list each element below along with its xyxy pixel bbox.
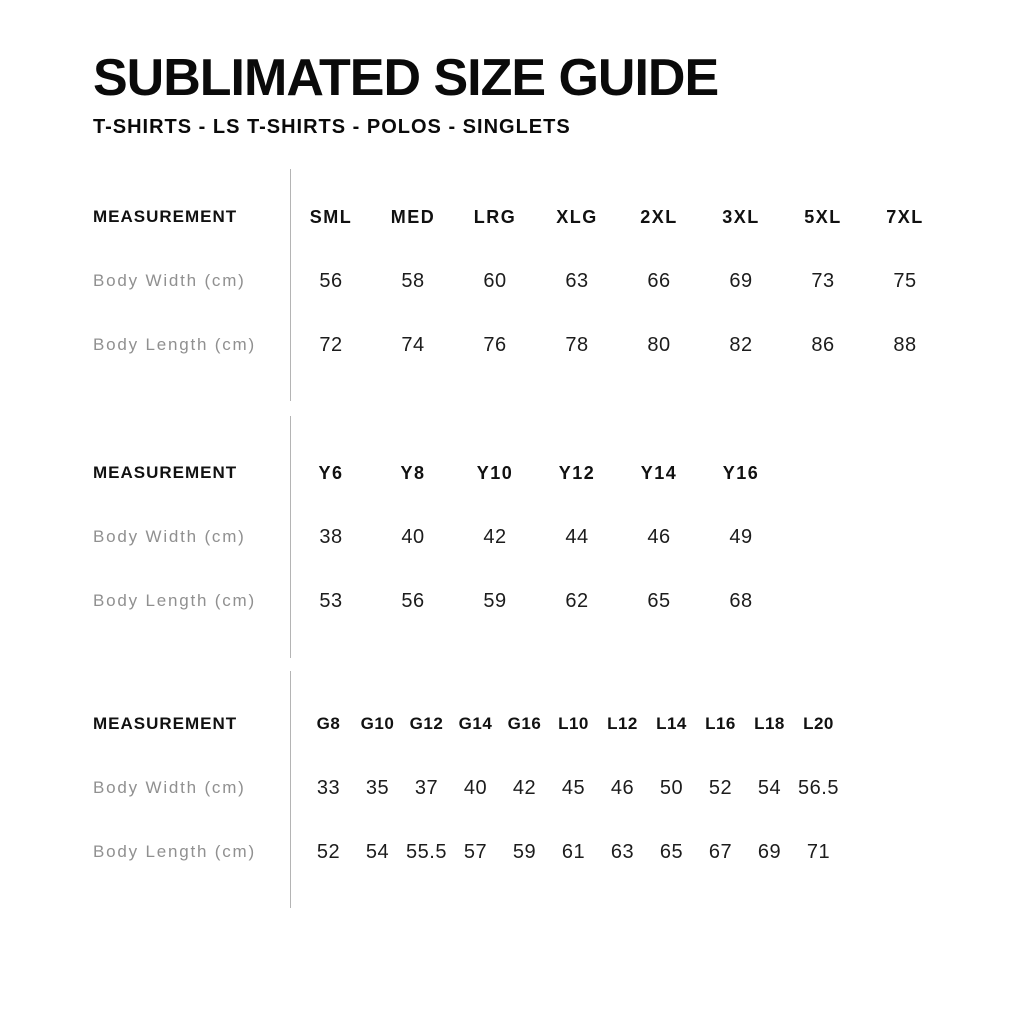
size-guide-page: SUBLIMATED SIZE GUIDE T-SHIRTS - LS T-SH…	[93, 49, 1024, 908]
size-value: 46	[647, 525, 671, 548]
size-value: 78	[565, 333, 589, 356]
size-value: 80	[647, 333, 671, 356]
size-value: 35	[365, 776, 390, 799]
size-column-header: G12	[409, 714, 444, 733]
size-column-header: 3XL	[722, 206, 760, 227]
row-label: Body Width (cm)	[93, 527, 246, 546]
size-value: 61	[561, 840, 586, 863]
size-value: 56.5	[798, 776, 839, 799]
size-value: 52	[316, 840, 341, 863]
size-column-header: MED	[390, 206, 436, 227]
measurement-header-label: MEASUREMENT	[93, 714, 238, 733]
size-column-header: LRG	[473, 206, 517, 227]
row-label: Body Width (cm)	[93, 271, 246, 290]
size-value: 53	[319, 589, 343, 612]
size-value: 49	[729, 525, 753, 548]
size-value: 40	[463, 776, 488, 799]
size-value: 33	[316, 776, 341, 799]
size-value: 69	[729, 269, 753, 292]
size-value: 42	[512, 776, 537, 799]
size-column-header: L12	[607, 714, 638, 733]
row-label: Body Length (cm)	[93, 842, 256, 861]
size-value: 59	[483, 589, 507, 612]
size-value: 63	[610, 840, 635, 863]
column-divider	[290, 671, 291, 908]
size-value: 72	[319, 333, 343, 356]
size-value: 58	[401, 269, 425, 292]
size-column-header: Y6	[318, 462, 344, 483]
size-value: 69	[757, 840, 782, 863]
size-column-header: Y14	[640, 462, 678, 483]
size-column-header: 5XL	[804, 206, 842, 227]
size-value: 67	[708, 840, 733, 863]
size-value: 60	[483, 269, 507, 292]
size-value: 57	[463, 840, 488, 863]
size-value: 44	[565, 525, 589, 548]
size-value: 54	[365, 840, 390, 863]
size-value: 62	[565, 589, 589, 612]
size-column-header: XLG	[556, 206, 598, 227]
size-table-girls-ladies: MEASUREMENT G8 G10 G12 G14 G16 L10 L12 L14 L16 L18…	[93, 671, 1024, 908]
size-table-grid: MEASUREMENT SML MED LRG XLG 2XL 3XL 5XL 7XL Body …	[93, 185, 1024, 377]
size-value: 37	[414, 776, 439, 799]
size-value: 54	[757, 776, 782, 799]
size-column-header: Y10	[476, 462, 514, 483]
page-subtitle: T-SHIRTS - LS T-SHIRTS - POLOS - SINGLET…	[93, 116, 571, 138]
size-value: 71	[806, 840, 831, 863]
size-column-header: Y12	[558, 462, 596, 483]
size-column-header: 7XL	[886, 206, 924, 227]
size-column-header: G10	[360, 714, 395, 733]
size-column-header: G8	[316, 714, 341, 733]
size-value: 45	[561, 776, 586, 799]
size-value: 38	[319, 525, 343, 548]
size-value: 59	[512, 840, 537, 863]
size-column-header: Y8	[400, 462, 426, 483]
size-value: 88	[893, 333, 917, 356]
size-value: 75	[893, 269, 917, 292]
size-value: 86	[811, 333, 835, 356]
column-divider	[290, 169, 291, 401]
size-value: 52	[708, 776, 733, 799]
size-column-header: L10	[558, 714, 589, 733]
size-value: 66	[647, 269, 671, 292]
size-table-adult: MEASUREMENT SML MED LRG XLG 2XL 3XL 5XL 7XL Body …	[93, 169, 1024, 401]
size-value: 42	[483, 525, 507, 548]
size-column-header: L20	[803, 714, 834, 733]
size-value: 82	[729, 333, 753, 356]
size-table-youth: MEASUREMENT Y6 Y8 Y10 Y12 Y14 Y16 Body Width (c…	[93, 416, 1024, 658]
column-divider	[290, 416, 291, 658]
size-column-header: L14	[656, 714, 687, 733]
size-value: 76	[483, 333, 507, 356]
size-value: 65	[647, 589, 671, 612]
measurement-header-label: MEASUREMENT	[93, 207, 238, 226]
size-column-header: Y16	[722, 462, 760, 483]
page-title: SUBLIMATED SIZE GUIDE	[93, 49, 719, 107]
size-value: 68	[729, 589, 753, 612]
measurement-header-label: MEASUREMENT	[93, 463, 238, 482]
size-value: 40	[401, 525, 425, 548]
size-value: 56	[319, 269, 343, 292]
size-value: 55.5	[406, 840, 447, 863]
size-column-header: G16	[507, 714, 542, 733]
size-value: 73	[811, 269, 835, 292]
size-value: 56	[401, 589, 425, 612]
size-value: 74	[401, 333, 425, 356]
size-value: 65	[659, 840, 684, 863]
size-column-header: L16	[705, 714, 736, 733]
size-value: 50	[659, 776, 684, 799]
size-value: 63	[565, 269, 589, 292]
size-column-header: 2XL	[640, 206, 678, 227]
row-label: Body Length (cm)	[93, 335, 256, 354]
size-table-grid: MEASUREMENT Y6 Y8 Y10 Y12 Y14 Y16 Body Width (c…	[93, 441, 1024, 633]
size-column-header: SML	[309, 206, 353, 227]
row-label: Body Length (cm)	[93, 591, 256, 610]
size-value: 46	[610, 776, 635, 799]
size-column-header: L18	[754, 714, 785, 733]
size-table-grid: MEASUREMENT G8 G10 G12 G14 G16 L10 L12 L14 L16 L18…	[93, 692, 1024, 884]
size-column-header: G14	[458, 714, 493, 733]
row-label: Body Width (cm)	[93, 778, 246, 797]
